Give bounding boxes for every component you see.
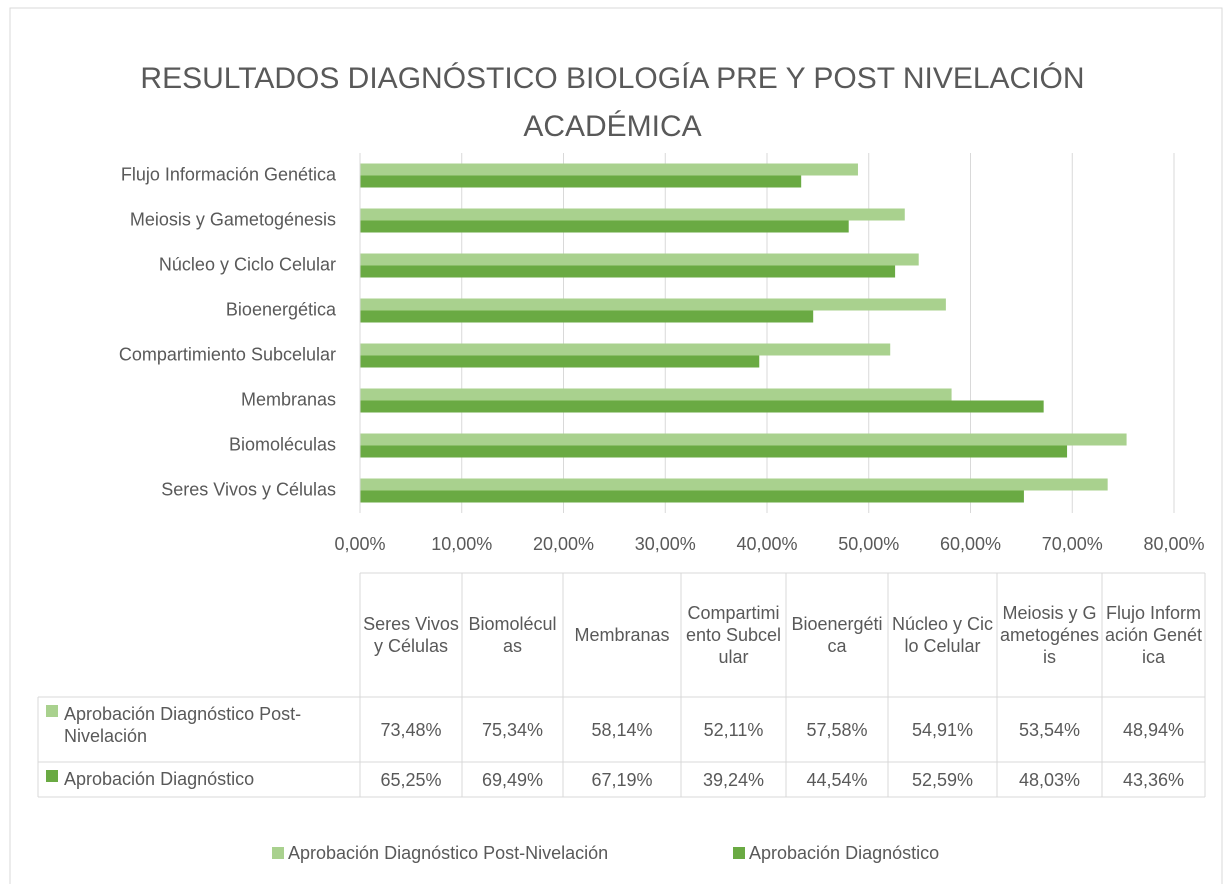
- x-tick-label: 60,00%: [940, 534, 1001, 554]
- table-value: 65,25%: [380, 769, 442, 790]
- y-tick-label: Bioenergética: [226, 299, 337, 319]
- bar: [360, 490, 1024, 503]
- table-value: 48,03%: [1018, 769, 1081, 790]
- y-tick-label: Compartimiento Subcelular: [119, 344, 336, 364]
- table-header: Biomoléculas: [468, 614, 557, 656]
- legend-label: Aprobación Diagnóstico: [749, 843, 939, 863]
- x-tick-label: 70,00%: [1042, 534, 1103, 554]
- y-tick-label: Membranas: [241, 389, 336, 409]
- table-value: 39,24%: [702, 769, 765, 790]
- y-tick-label: Biomoléculas: [229, 434, 336, 454]
- table-header: Flujo Información Genética: [1104, 603, 1203, 667]
- table-value: 44,54%: [806, 769, 868, 790]
- table-value: 73,48%: [380, 719, 442, 740]
- bar: [360, 163, 858, 176]
- table-header: Membranas: [574, 625, 670, 645]
- bar: [360, 208, 905, 221]
- y-tick-label: Seres Vivos y Células: [161, 479, 336, 499]
- title-box: RESULTADOS DIAGNÓSTICO BIOLOGÍA PRE Y PO…: [140, 62, 1085, 143]
- bar: [360, 400, 1044, 413]
- x-tick-label: 40,00%: [736, 534, 797, 554]
- table-value: 67,19%: [591, 769, 653, 790]
- x-tick-label: 0,00%: [334, 534, 385, 554]
- table-value: 53,54%: [1018, 719, 1081, 740]
- legend-label: Aprobación Diagnóstico Post-Nivelación: [288, 843, 608, 863]
- table-value: 57,58%: [806, 719, 868, 740]
- bar: [360, 433, 1127, 446]
- table-header: Compartimiento Subcelular: [685, 603, 782, 667]
- table-header: Bioenergética: [791, 614, 883, 656]
- table-header: Seres Vivos y Células: [363, 614, 459, 656]
- legend-swatch: [272, 847, 284, 859]
- y-tick-label: Flujo Información Genética: [121, 164, 337, 184]
- bar: [360, 445, 1068, 458]
- x-tick-label: 80,00%: [1143, 534, 1204, 554]
- table-row-label: Aprobación Diagnóstico: [64, 769, 255, 789]
- bar: [360, 265, 896, 278]
- x-tick-label: 30,00%: [635, 534, 696, 554]
- table-value: 69,49%: [481, 769, 544, 790]
- bar: [360, 253, 919, 266]
- x-tick-label: 10,00%: [431, 534, 492, 554]
- table-row-label: Aprobación Diagnóstico Post-Nivelación: [64, 704, 302, 746]
- table-header: Núcleo y Ciclo Celular: [891, 614, 994, 656]
- bar: [360, 310, 814, 323]
- bar: [360, 355, 760, 368]
- bar: [360, 298, 946, 311]
- y-tick-label: Núcleo y Ciclo Celular: [159, 254, 336, 274]
- table-value: 48,94%: [1122, 719, 1185, 740]
- legend-swatch: [46, 705, 58, 717]
- x-tick-label: 20,00%: [533, 534, 594, 554]
- table-value: 54,91%: [911, 719, 974, 740]
- table-value: 75,34%: [481, 719, 544, 740]
- table-value: 43,36%: [1122, 769, 1185, 790]
- legend-swatch: [46, 770, 58, 782]
- bar: [360, 343, 891, 356]
- table-value: 52,11%: [703, 719, 764, 740]
- legend-swatch: [733, 847, 745, 859]
- chart-title: RESULTADOS DIAGNÓSTICO BIOLOGÍA PRE Y PO…: [140, 62, 1085, 143]
- bar: [360, 220, 849, 233]
- table-value: 52,59%: [911, 769, 974, 790]
- table-header: Meiosis y Gametogénesis: [999, 603, 1100, 667]
- bar: [360, 478, 1108, 491]
- bar: [360, 388, 952, 401]
- table-value: 58,14%: [591, 719, 653, 740]
- x-tick-label: 50,00%: [838, 534, 899, 554]
- bar: [360, 175, 802, 188]
- y-tick-label: Meiosis y Gametogénesis: [130, 209, 336, 229]
